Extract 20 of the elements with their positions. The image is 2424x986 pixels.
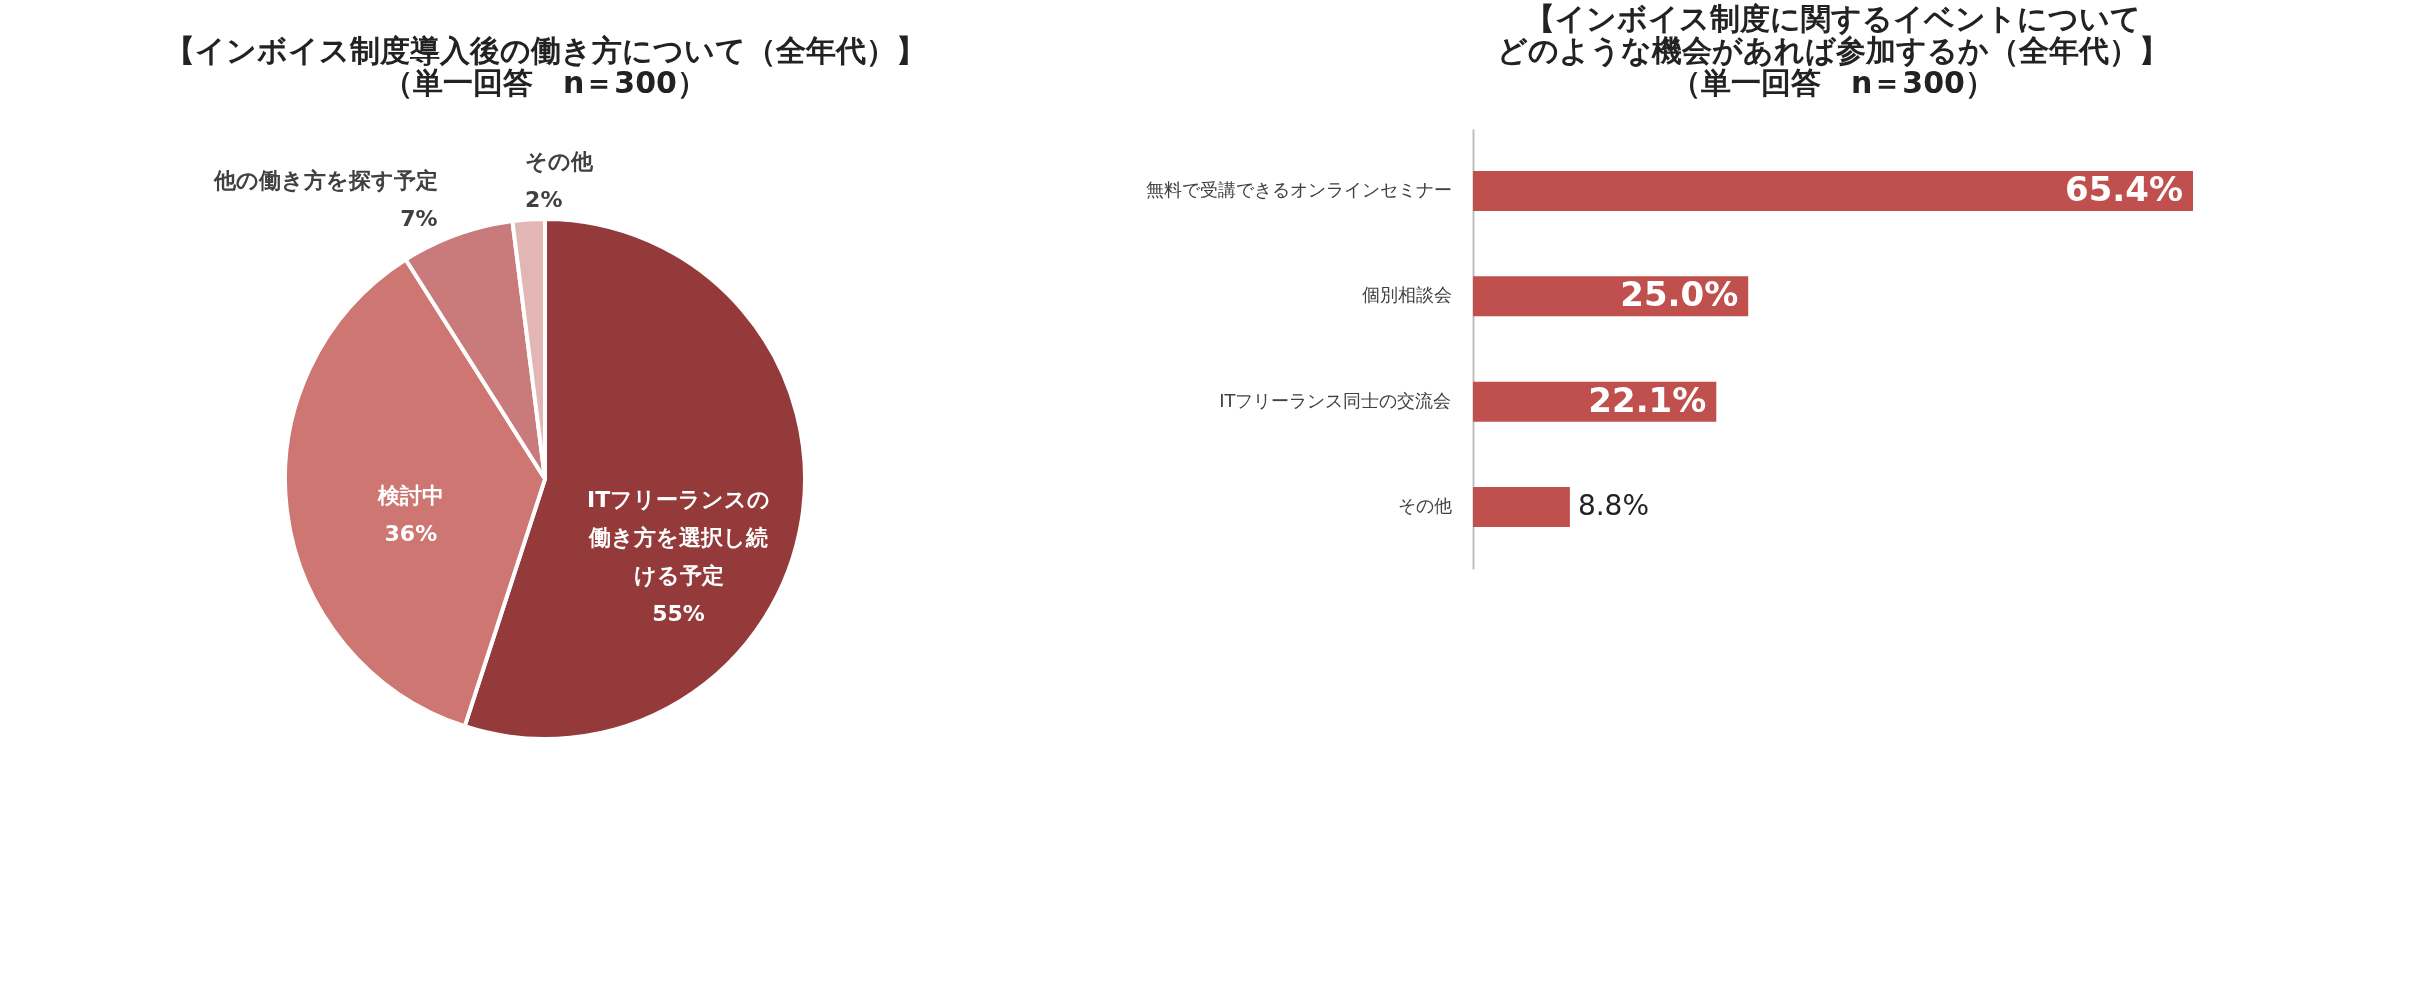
y-tick-label: その他 — [1397, 494, 1452, 516]
data-label: 7% — [400, 205, 438, 231]
slice-label: その他 — [525, 149, 595, 175]
data-label: 25.0% — [1620, 274, 1739, 315]
data-label: 55% — [652, 601, 705, 627]
data-label: 36% — [384, 520, 438, 546]
y-tick-label: 無料で受講できるオンラインセミナー — [1145, 179, 1452, 201]
data-label: 2% — [525, 187, 563, 213]
y-tick-label: 個別相談会 — [1361, 284, 1452, 306]
y-tick-label: ITフリーランス同士の交流会 — [1219, 389, 1452, 411]
bar — [1473, 486, 1570, 527]
data-label: 65.4% — [2065, 169, 2183, 210]
chart-title: 【インボイス制度導入後の働き方について（全年代）】（単一回答 n＝300） — [164, 33, 926, 100]
data-label: 22.1% — [1588, 379, 1707, 420]
data-label: 8.8% — [1577, 488, 1650, 522]
slice-label: ITフリーランスの働き方を選択し続ける予定 — [586, 487, 771, 589]
slice-label: 他の働き方を探す予定 — [212, 167, 438, 193]
chart-title: 【インボイス制度に関するイベントについてどのような機会があれば参加するか（全年代）】（単一回答 n＝300） — [1497, 1, 2169, 100]
slice-label: 検討中 — [376, 482, 444, 508]
bar — [1473, 171, 2193, 212]
